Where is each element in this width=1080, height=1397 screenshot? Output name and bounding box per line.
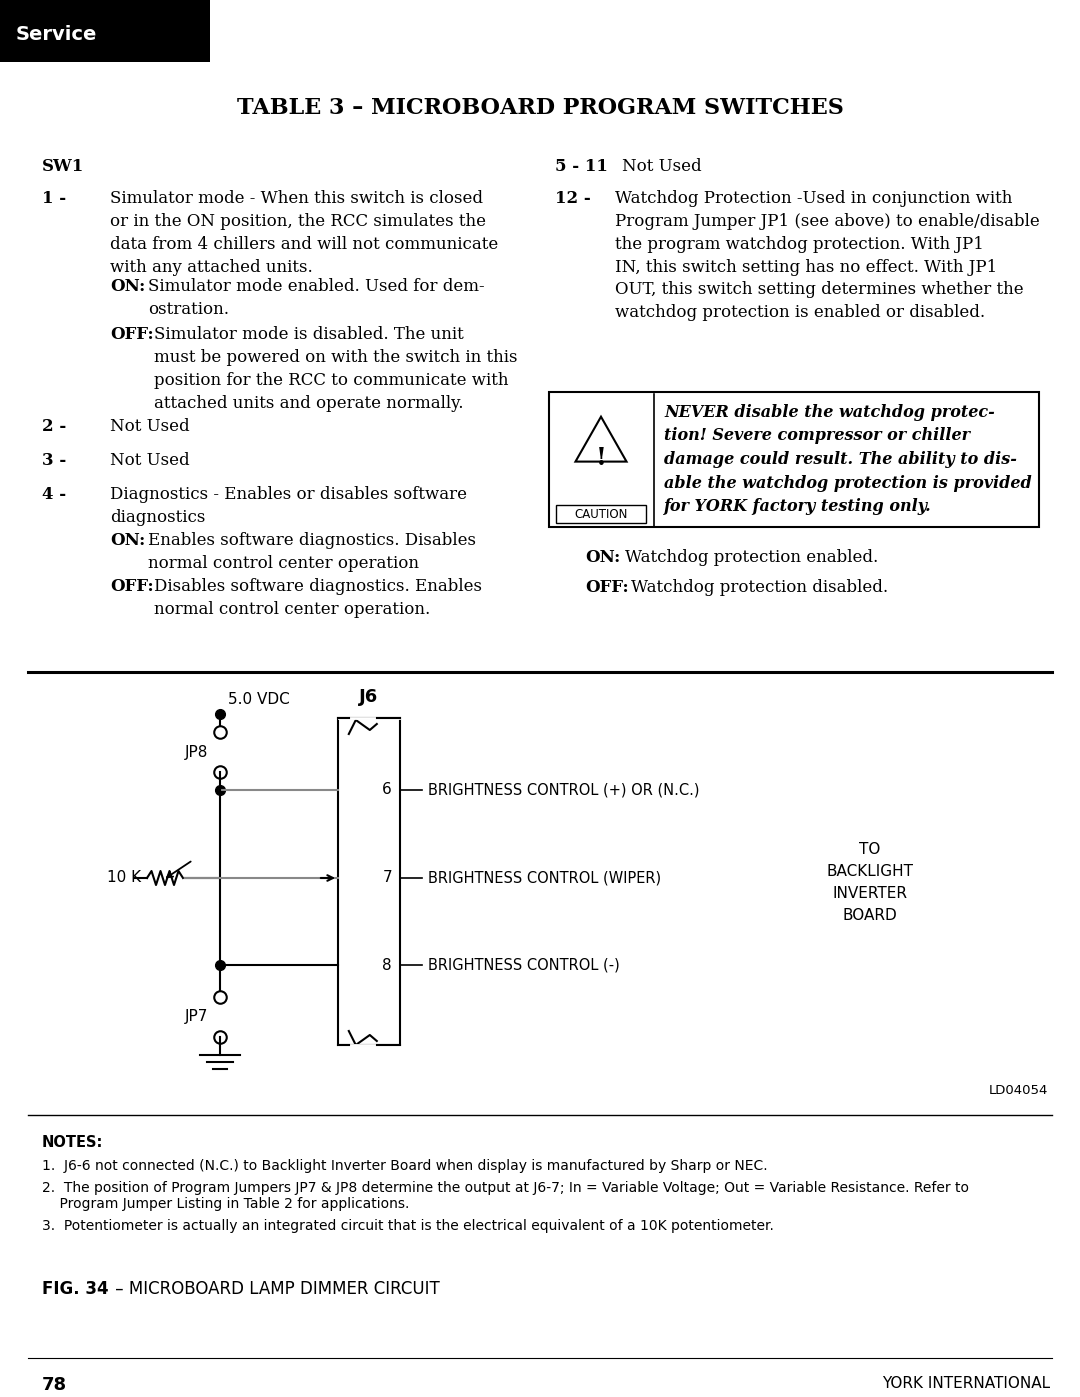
Text: BACKLIGHT: BACKLIGHT [826,865,914,880]
Text: SW1: SW1 [42,158,84,175]
Text: 2.  The position of Program Jumpers JP7 & JP8 determine the output at J6-7; In =: 2. The position of Program Jumpers JP7 &… [42,1180,969,1194]
Text: NEVER disable the watchdog protec-: NEVER disable the watchdog protec- [664,404,995,420]
Text: INVERTER: INVERTER [833,887,907,901]
Text: Enables software diagnostics. Disables
normal control center operation: Enables software diagnostics. Disables n… [148,532,476,571]
Text: !: ! [595,446,607,469]
Text: BRIGHTNESS CONTROL (+) OR (N.C.): BRIGHTNESS CONTROL (+) OR (N.C.) [428,782,700,798]
Text: BRIGHTNESS CONTROL (WIPER): BRIGHTNESS CONTROL (WIPER) [428,870,661,886]
Text: Not Used: Not Used [110,418,190,434]
Text: ON:: ON: [110,532,145,549]
Text: 78: 78 [42,1376,67,1394]
Text: 3 -: 3 - [42,453,66,469]
Bar [556,504,646,522]
Polygon shape [576,416,626,461]
Text: Diagnostics - Enables or disables software
diagnostics: Diagnostics - Enables or disables softwa… [110,486,467,525]
Text: CAUTION: CAUTION [575,507,627,521]
Text: for YORK factory testing only.: for YORK factory testing only. [664,497,932,515]
Text: J6: J6 [360,687,379,705]
Text: Watchdog Protection -Used in conjunction with
Program Jumper JP1 (see above) to : Watchdog Protection -Used in conjunction… [615,190,1040,321]
Text: 7: 7 [382,870,392,886]
Text: BRIGHTNESS CONTROL (-): BRIGHTNESS CONTROL (-) [428,957,620,972]
Text: Not Used: Not Used [622,158,702,175]
Text: 6: 6 [382,782,392,798]
Text: NOTES:: NOTES: [42,1134,104,1150]
Text: 1 -: 1 - [42,190,66,207]
Text: TABLE 3 – MICROBOARD PROGRAM SWITCHES: TABLE 3 – MICROBOARD PROGRAM SWITCHES [237,96,843,119]
Text: JP8: JP8 [185,745,208,760]
Text: Watchdog protection disabled.: Watchdog protection disabled. [631,578,888,597]
Text: Disables software diagnostics. Enables
normal control center operation.: Disables software diagnostics. Enables n… [154,578,482,617]
Text: Simulator mode - When this switch is closed
or in the ON position, the RCC simul: Simulator mode - When this switch is clo… [110,190,498,275]
Text: 5.0 VDC: 5.0 VDC [228,693,289,707]
Text: Watchdog protection enabled.: Watchdog protection enabled. [625,549,878,566]
Text: able the watchdog protection is provided: able the watchdog protection is provided [664,475,1031,492]
Text: OFF:: OFF: [585,578,629,597]
Bar [338,718,400,1045]
Text: OFF:: OFF: [110,578,153,595]
Text: Service: Service [16,25,97,45]
Text: ON:: ON: [110,278,145,295]
Text: 2 -: 2 - [42,418,66,434]
Text: BOARD: BOARD [842,908,897,923]
Text: YORK INTERNATIONAL: YORK INTERNATIONAL [882,1376,1050,1391]
Text: 8: 8 [382,957,392,972]
Text: ON:: ON: [585,549,620,566]
Text: Not Used: Not Used [110,453,190,469]
Text: 10 K: 10 K [107,870,141,886]
Text: OFF:: OFF: [110,326,153,344]
Text: Simulator mode is disabled. The unit
must be powered on with the switch in this
: Simulator mode is disabled. The unit mus… [154,326,517,412]
Text: Program Jumper Listing in Table 2 for applications.: Program Jumper Listing in Table 2 for ap… [42,1197,409,1211]
Text: 1.  J6-6 not connected (N.C.) to Backlight Inverter Board when display is manufa: 1. J6-6 not connected (N.C.) to Backligh… [42,1160,768,1173]
Text: 5 - 11: 5 - 11 [555,158,608,175]
Text: 4 -: 4 - [42,486,66,503]
Text: 3.  Potentiometer is actually an integrated circuit that is the electrical equiv: 3. Potentiometer is actually an integrat… [42,1220,774,1234]
Text: – MICROBOARD LAMP DIMMER CIRCUIT: – MICROBOARD LAMP DIMMER CIRCUIT [110,1280,440,1298]
Text: FIG. 34: FIG. 34 [42,1280,109,1298]
Text: LD04054: LD04054 [988,1084,1048,1097]
Text: damage could result. The ability to dis-: damage could result. The ability to dis- [664,451,1017,468]
Text: tion! Severe compressor or chiller: tion! Severe compressor or chiller [664,427,970,444]
Bar [0,0,210,61]
Text: Simulator mode enabled. Used for dem-
ostration.: Simulator mode enabled. Used for dem- os… [148,278,485,319]
Text: TO: TO [860,842,880,858]
Text: 12 -: 12 - [555,190,591,207]
Bar [549,393,1039,527]
Text: JP7: JP7 [185,1010,208,1024]
